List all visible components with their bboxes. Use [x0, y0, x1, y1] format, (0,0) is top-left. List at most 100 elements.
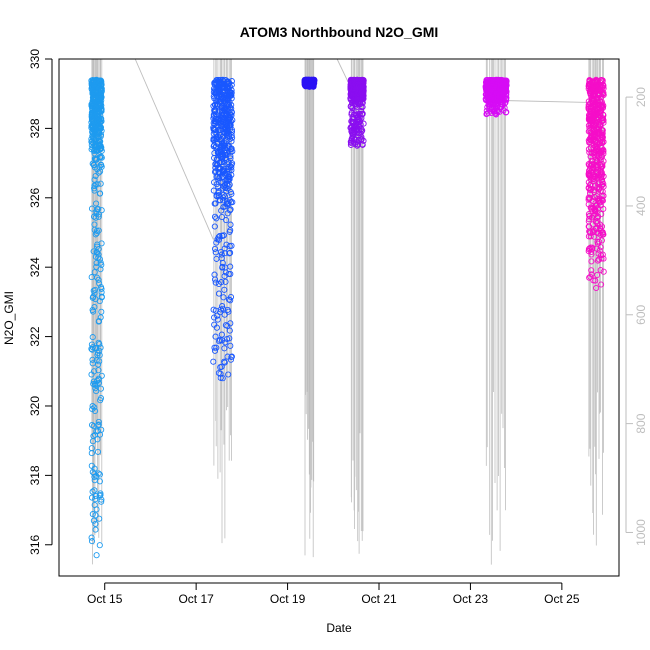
data-point: [598, 98, 605, 105]
data-point: [593, 202, 600, 209]
data-point: [358, 115, 365, 122]
data-point: [94, 349, 101, 357]
data-point: [96, 280, 103, 287]
data-point: [95, 367, 102, 374]
data-point: [588, 258, 595, 265]
data-point: [95, 227, 102, 234]
data-point: [95, 418, 102, 425]
data-point: [227, 356, 234, 363]
data-point: [227, 263, 234, 270]
data-point: [585, 179, 592, 186]
data-point: [98, 261, 105, 268]
data-point: [91, 465, 98, 472]
data-point: [213, 77, 220, 84]
data-point: [210, 85, 218, 92]
data-point: [89, 134, 97, 141]
data-point: [484, 79, 491, 86]
data-point: [210, 136, 217, 143]
data-point: [216, 233, 223, 240]
data-point: [98, 87, 105, 94]
data-point: [89, 160, 96, 167]
data-point: [598, 171, 605, 178]
data-point: [219, 76, 226, 83]
data-point: [306, 83, 313, 90]
data-point: [503, 78, 510, 85]
data-point: [594, 126, 601, 133]
data-point: [92, 496, 99, 503]
data-point: [97, 101, 104, 108]
data-point: [222, 264, 229, 271]
data-point: [95, 133, 102, 140]
x-tick-label: Oct 23: [453, 592, 489, 606]
data-point: [222, 155, 229, 162]
data-point: [358, 88, 365, 95]
data-point: [91, 176, 98, 183]
data-point: [216, 88, 223, 95]
data-point: [493, 79, 500, 86]
data-point: [349, 133, 356, 140]
y2-tick-label: 200: [634, 87, 648, 107]
data-point: [594, 218, 601, 225]
data-point: [357, 118, 364, 125]
data-point: [90, 517, 97, 524]
data-point: [351, 82, 358, 89]
data-point: [502, 109, 509, 116]
data-point: [224, 127, 231, 134]
data-point: [92, 520, 99, 527]
data-point: [98, 294, 105, 301]
data-point: [94, 181, 101, 188]
data-point: [91, 269, 98, 276]
data-point: [98, 115, 105, 122]
data-point: [599, 103, 606, 110]
data-point: [358, 128, 365, 135]
data-point: [587, 162, 594, 169]
data-point: [226, 114, 234, 121]
data-point: [226, 181, 233, 188]
x-tick-label: Oct 19: [270, 592, 306, 606]
data-point: [222, 278, 229, 285]
data-point: [90, 86, 97, 93]
data-point: [353, 125, 360, 132]
data-point: [98, 127, 105, 134]
data-point: [93, 388, 100, 395]
data-point: [212, 200, 219, 207]
data-point: [597, 267, 604, 274]
data-point: [221, 245, 228, 252]
data-point: [218, 207, 225, 214]
data-point: [227, 122, 234, 129]
data-point: [354, 142, 361, 149]
data-point: [98, 79, 105, 86]
x-axis-label: Date: [326, 621, 352, 635]
data-point: [484, 110, 491, 117]
data-point: [96, 478, 103, 485]
data-point: [95, 254, 102, 261]
data-point: [359, 103, 366, 111]
data-point: [96, 163, 103, 170]
data-point: [359, 95, 367, 102]
data-point: [98, 144, 105, 151]
data-point: [213, 324, 220, 331]
data-point: [89, 469, 96, 476]
data-point: [219, 111, 226, 118]
data-point: [355, 141, 362, 148]
data-point: [227, 199, 235, 206]
data-point: [95, 375, 102, 382]
data-point: [213, 101, 220, 108]
data-point: [589, 116, 596, 123]
y-tick-label: 316: [28, 534, 42, 554]
data-point: [225, 159, 232, 166]
data-point: [351, 96, 358, 104]
y-tick-label: 330: [28, 49, 42, 69]
data-point: [96, 542, 103, 549]
data-point: [91, 487, 98, 494]
data-point: [222, 339, 229, 346]
data-point: [98, 308, 105, 315]
data-point: [227, 342, 234, 349]
data-point: [218, 213, 225, 221]
data-point: [600, 268, 607, 275]
data-point: [88, 341, 95, 348]
data-point: [98, 285, 105, 292]
y2-tick-label: 800: [634, 413, 648, 433]
data-point: [215, 234, 222, 241]
data-point: [211, 126, 218, 134]
